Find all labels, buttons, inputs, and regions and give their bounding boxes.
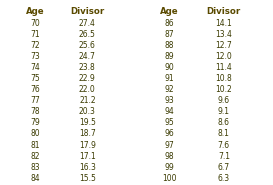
Text: 84: 84 — [31, 174, 40, 183]
Text: 83: 83 — [31, 163, 40, 172]
Text: 7.6: 7.6 — [218, 141, 230, 150]
Text: 8.6: 8.6 — [218, 118, 230, 127]
Text: 96: 96 — [164, 130, 174, 139]
Text: 17.1: 17.1 — [79, 152, 96, 161]
Text: 98: 98 — [164, 152, 174, 161]
Text: 23.8: 23.8 — [79, 63, 96, 72]
Text: 86: 86 — [164, 18, 174, 28]
Text: 95: 95 — [164, 118, 174, 127]
Text: 10.2: 10.2 — [215, 85, 232, 94]
Text: 22.9: 22.9 — [79, 74, 96, 83]
Text: 88: 88 — [165, 41, 174, 50]
Text: Divisor: Divisor — [70, 7, 105, 16]
Text: 81: 81 — [31, 141, 40, 150]
Text: 21.2: 21.2 — [79, 96, 96, 105]
Text: 8.1: 8.1 — [218, 130, 230, 139]
Text: 91: 91 — [164, 74, 174, 83]
Text: 77: 77 — [31, 96, 40, 105]
Text: 75: 75 — [31, 74, 40, 83]
Text: 12.0: 12.0 — [215, 52, 232, 61]
Text: 16.3: 16.3 — [79, 163, 96, 172]
Text: 18.7: 18.7 — [79, 130, 96, 139]
Text: 26.5: 26.5 — [79, 30, 96, 39]
Text: Age: Age — [160, 7, 179, 16]
Text: 27.4: 27.4 — [79, 18, 96, 28]
Text: 72: 72 — [31, 41, 40, 50]
Text: 90: 90 — [164, 63, 174, 72]
Text: 19.5: 19.5 — [79, 118, 96, 127]
Text: 22.0: 22.0 — [79, 85, 96, 94]
Text: 97: 97 — [164, 141, 174, 150]
Text: 94: 94 — [164, 107, 174, 116]
Text: 7.1: 7.1 — [218, 152, 230, 161]
Text: 79: 79 — [31, 118, 40, 127]
Text: 73: 73 — [31, 52, 40, 61]
Text: 14.1: 14.1 — [215, 18, 232, 28]
Text: 6.7: 6.7 — [218, 163, 230, 172]
Text: 24.7: 24.7 — [79, 52, 96, 61]
Text: Divisor: Divisor — [207, 7, 241, 16]
Text: 17.9: 17.9 — [79, 141, 96, 150]
Text: 82: 82 — [31, 152, 40, 161]
Text: 87: 87 — [164, 30, 174, 39]
Text: 9.6: 9.6 — [218, 96, 230, 105]
Text: 74: 74 — [31, 63, 40, 72]
Text: 15.5: 15.5 — [79, 174, 96, 183]
Text: 11.4: 11.4 — [215, 63, 232, 72]
Text: 76: 76 — [31, 85, 40, 94]
Text: 9.1: 9.1 — [218, 107, 230, 116]
Text: 80: 80 — [31, 130, 40, 139]
Text: 99: 99 — [164, 163, 174, 172]
Text: 71: 71 — [31, 30, 40, 39]
Text: 78: 78 — [31, 107, 40, 116]
Text: 93: 93 — [164, 96, 174, 105]
Text: Age: Age — [26, 7, 45, 16]
Text: 13.4: 13.4 — [215, 30, 232, 39]
Text: 92: 92 — [164, 85, 174, 94]
Text: 20.3: 20.3 — [79, 107, 96, 116]
Text: 12.7: 12.7 — [215, 41, 232, 50]
Text: 10.8: 10.8 — [215, 74, 232, 83]
Text: 6.3: 6.3 — [218, 174, 230, 183]
Text: 25.6: 25.6 — [79, 41, 96, 50]
Text: 89: 89 — [164, 52, 174, 61]
Text: 70: 70 — [31, 18, 40, 28]
Text: 100: 100 — [162, 174, 177, 183]
